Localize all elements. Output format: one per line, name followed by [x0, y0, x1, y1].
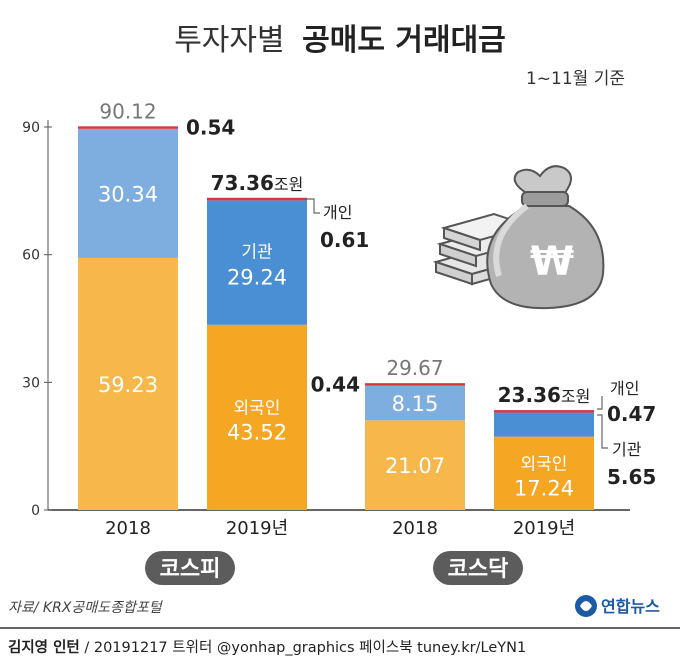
y-tick-label-90: 90	[22, 120, 40, 136]
callout-leaders	[305, 198, 608, 449]
x-tick-label-kospi-1: 2019년	[226, 518, 288, 539]
source-note: 자료/ KRX공매도종합포털	[8, 600, 164, 616]
group-label-kospi: 코스피	[145, 551, 235, 585]
group-label-kospi-text: 코스피	[160, 557, 221, 582]
leader-kospi19-individual	[305, 198, 320, 214]
group-label-kosdaq: 코스닥	[433, 551, 523, 585]
credit-author: 김지영 인턴	[8, 638, 80, 656]
group-label-kosdaq-text: 코스닥	[448, 557, 509, 582]
bars-layer	[78, 126, 594, 510]
y-ticks: 90 60 30 0	[22, 120, 52, 519]
yonhap-logo-text: 연합뉴스	[601, 597, 660, 616]
series-label-kospi-individual: 개인	[323, 203, 352, 222]
value-label-kosdaq-1-inst: 5.65	[607, 465, 656, 489]
footer-credit: 김지영 인턴 / 20191217 트위터 @yonhap_graphics 페…	[8, 638, 526, 656]
series-label-kosdaq-foreign: 외국인	[521, 454, 568, 474]
value-label-kospi-1-inst: 29.24	[227, 266, 287, 290]
bar-kospi-0-foreign	[78, 257, 178, 510]
leader-kosdaq19-inst	[597, 414, 608, 449]
won-symbol: ₩	[530, 239, 574, 285]
series-label-kospi-inst: 기관	[241, 243, 272, 263]
bar-kospi-0-individual	[78, 126, 178, 129]
total-label-kospi-1: 73.36조원	[211, 171, 304, 195]
bar-kospi-1-individual	[207, 197, 307, 201]
total-unit-kospi-1: 조원	[274, 175, 303, 194]
labels-layer: 201890.1259.2330.342019년73.36조원외국인43.522…	[98, 99, 656, 539]
total-label-kosdaq-1: 23.36조원	[498, 383, 591, 407]
bar-kosdaq-1-inst	[494, 412, 594, 437]
y-tick-label-0: 0	[31, 503, 40, 519]
value-label-kosdaq-1-foreign: 17.24	[514, 476, 574, 500]
bar-kospi-1-foreign	[207, 324, 307, 510]
bar-kosdaq-0-individual	[365, 383, 465, 386]
y-tick-label-60: 60	[22, 248, 40, 264]
value-label-kosdaq-0-individual: 0.44	[311, 373, 360, 397]
series-label-kospi-foreign: 외국인	[234, 398, 281, 418]
bar-kospi-1-inst	[207, 200, 307, 325]
series-label-kosdaq-individual: 개인	[610, 379, 639, 398]
series-label-kosdaq-inst: 기관	[612, 440, 642, 459]
value-label-kospi-0-individual: 0.54	[186, 115, 235, 139]
group-pill-kosdaq	[433, 551, 523, 585]
value-label-kosdaq-0-inst: 8.15	[392, 392, 439, 416]
bar-kosdaq-0-inst	[365, 385, 465, 421]
value-label-kospi-0-inst: 30.34	[98, 182, 158, 206]
bar-kosdaq-1-individual	[494, 410, 594, 413]
x-tick-label-kosdaq-0: 2018	[392, 518, 438, 539]
value-label-kospi-0-foreign: 59.23	[98, 373, 158, 397]
total-label-kosdaq-0: 29.67	[386, 356, 443, 380]
y-tick-label-30: 30	[22, 375, 40, 391]
x-tick-label-kosdaq-1: 2019년	[513, 518, 575, 539]
bar-kospi-0-inst	[78, 128, 178, 258]
x-tick-label-kospi-0: 2018	[105, 518, 151, 539]
leader-kosdaq19-individual	[597, 396, 603, 410]
value-label-kosdaq-0-foreign: 21.07	[385, 454, 445, 478]
value-label-kospi-1-individual: 0.61	[320, 228, 369, 252]
chart-title: 투자자별 공매도 거래대금	[174, 23, 506, 58]
total-unit-kosdaq-1: 조원	[561, 387, 590, 406]
bar-kosdaq-0-foreign	[365, 420, 465, 510]
bar-kosdaq-1-foreign	[494, 436, 594, 510]
group-pill-kospi	[145, 551, 235, 585]
total-label-kospi-0: 90.12	[99, 99, 156, 123]
credit-rest: / 20191217 트위터 @yonhap_graphics 페이스북 tun…	[80, 639, 526, 656]
chart-subtitle: 1~11월 기준	[526, 69, 625, 89]
yonhap-logo: 연합뉴스	[575, 595, 660, 617]
value-label-kosdaq-1-individual: 0.47	[607, 402, 656, 426]
title-light: 투자자별	[174, 23, 284, 58]
money-bag-icon: ₩	[486, 165, 605, 310]
title-bold: 공매도 거래대금	[302, 23, 506, 58]
value-label-kospi-1-foreign: 43.52	[227, 420, 287, 444]
